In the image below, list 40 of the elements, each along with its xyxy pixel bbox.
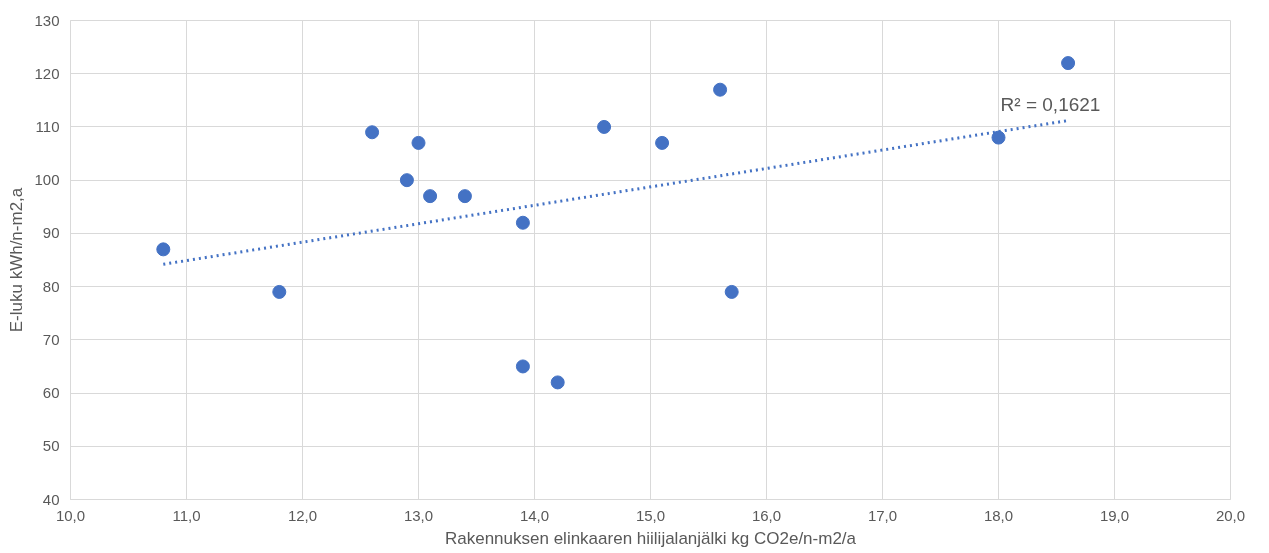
y-tick-label: 80 bbox=[42, 277, 60, 295]
x-tick-label: 10,0 bbox=[55, 506, 86, 524]
x-tick-label: 16,0 bbox=[751, 506, 782, 524]
y-tick-label: 40 bbox=[42, 490, 60, 508]
y-tick-label: 60 bbox=[42, 384, 60, 402]
x-tick-label: 17,0 bbox=[867, 506, 898, 524]
point bbox=[457, 189, 472, 204]
y-tick-label: 90 bbox=[42, 224, 60, 242]
point bbox=[272, 284, 287, 299]
x-tick-label: 14,0 bbox=[519, 506, 550, 524]
y-axis-title: E-luku kWh/n-m2,a bbox=[7, 187, 27, 333]
y-tick-label: 70 bbox=[42, 330, 60, 348]
y-tick-label: 110 bbox=[35, 117, 60, 135]
point bbox=[597, 119, 612, 134]
point bbox=[550, 375, 565, 390]
point bbox=[724, 284, 739, 299]
x-tick-label: 18,0 bbox=[983, 506, 1014, 524]
point bbox=[515, 215, 530, 230]
point bbox=[515, 359, 530, 374]
y-tick-label: 50 bbox=[42, 437, 60, 455]
point bbox=[655, 135, 670, 150]
x-tick-label: 15,0 bbox=[635, 506, 666, 524]
point bbox=[713, 82, 728, 97]
y-tick-label: 130 bbox=[34, 11, 60, 29]
x-tick-label: 12,0 bbox=[287, 506, 318, 524]
x-tick-label: 13,0 bbox=[403, 506, 434, 524]
point bbox=[399, 173, 414, 188]
point bbox=[365, 125, 380, 140]
annotation: R² = 0,1621 bbox=[1000, 93, 1101, 115]
y-tick-label: 120 bbox=[34, 64, 60, 82]
x-tick-label: 19,0 bbox=[1099, 506, 1130, 524]
point bbox=[156, 242, 171, 257]
y-tick-label: 100 bbox=[34, 171, 60, 189]
x-tick-label: 11,0 bbox=[172, 506, 201, 524]
point bbox=[411, 135, 426, 150]
point bbox=[423, 189, 438, 204]
x-axis-title: Rakennuksen elinkaaren hiilijalanjälki kg CO2e/n-m2/a bbox=[444, 528, 857, 548]
point bbox=[991, 130, 1006, 145]
point bbox=[1061, 56, 1076, 71]
x-tick-label: 20,0 bbox=[1215, 506, 1246, 524]
